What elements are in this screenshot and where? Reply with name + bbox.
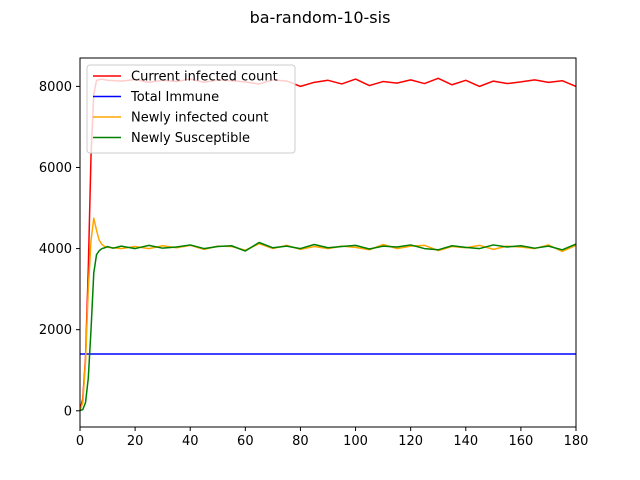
y-tick-label: 0	[64, 404, 72, 419]
y-tick-label: 2000	[39, 323, 72, 338]
axes: 0 20 40 60 80 100 120 140 160 180 0 2000 4000 6000 800…	[39, 57, 589, 449]
legend-label: Current infected count	[131, 70, 278, 85]
x-tick-label: 40	[182, 434, 199, 449]
legend-box	[86, 64, 296, 154]
y-tick-label: 6000	[39, 161, 72, 176]
legend-label: Newly infected count	[131, 111, 269, 126]
chart-title: ba-random-10-sis	[250, 8, 391, 27]
legend-label: Total Immune	[130, 90, 219, 105]
x-tick-label: 160	[508, 434, 533, 449]
series-line-newly-infected-count	[80, 217, 576, 411]
y-tick-label: 4000	[39, 242, 72, 257]
plot-frame	[79, 57, 577, 428]
x-tick-label: 20	[127, 434, 144, 449]
x-tick-label: 0	[76, 434, 84, 449]
x-tick-label: 180	[564, 434, 589, 449]
x-tick-label: 100	[343, 434, 368, 449]
x-tick-label: 140	[453, 434, 478, 449]
x-tick-label: 120	[398, 434, 423, 449]
legend: Current infected count Total Immune Newly …	[86, 64, 296, 154]
y-tick-label: 8000	[39, 80, 72, 95]
x-tick-label: 80	[292, 434, 309, 449]
series-line-newly-susceptible	[80, 241, 576, 412]
legend-label: Newly Susceptible	[131, 131, 250, 146]
x-tick-label: 60	[237, 434, 254, 449]
